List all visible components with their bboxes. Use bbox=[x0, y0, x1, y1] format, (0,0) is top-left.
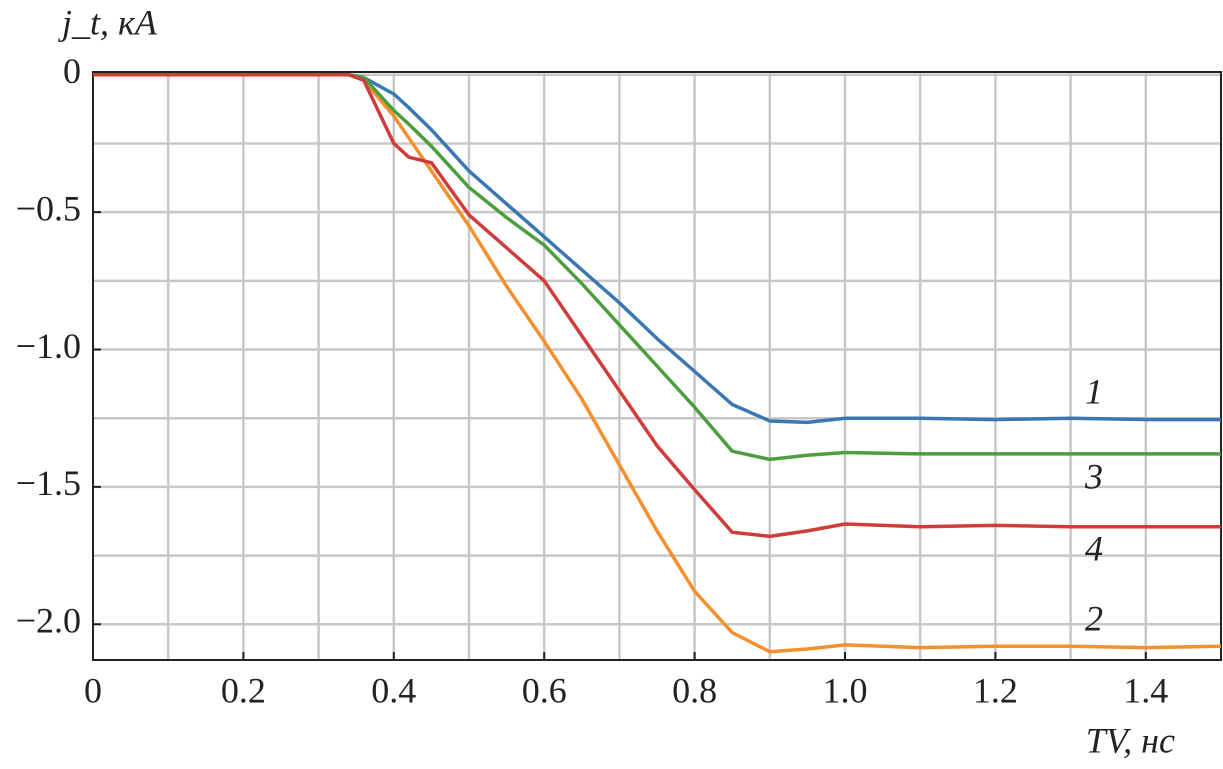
x-tick-label: 1.2 bbox=[973, 670, 1018, 710]
series-line bbox=[93, 72, 1221, 462]
x-tick-label: 0.8 bbox=[672, 670, 717, 710]
series-line bbox=[93, 72, 1222, 654]
series-label: 4 bbox=[1085, 528, 1103, 568]
y-tick-label: 0 bbox=[63, 51, 81, 91]
x-tick-label: 0.6 bbox=[522, 670, 567, 710]
series-label: 2 bbox=[1085, 598, 1103, 638]
series-line bbox=[93, 72, 1221, 425]
x-tick-label: 1.0 bbox=[823, 670, 868, 710]
x-tick-label: 0.2 bbox=[221, 670, 266, 710]
y-axis-label: j_t, кА bbox=[58, 2, 158, 42]
x-tick-label: 0.4 bbox=[371, 670, 416, 710]
series-line bbox=[93, 72, 1221, 539]
y-tick-label: −1.5 bbox=[16, 463, 81, 503]
y-tick-label: −2.0 bbox=[16, 601, 81, 641]
plot-frame bbox=[92, 71, 1222, 661]
y-tick-label: −1.0 bbox=[16, 326, 81, 366]
series-label: 3 bbox=[1084, 456, 1103, 496]
y-tick-label: −0.5 bbox=[16, 188, 81, 228]
x-tick-label: 1.4 bbox=[1123, 670, 1168, 710]
series-label: 1 bbox=[1085, 371, 1103, 411]
x-tick-label: 0 bbox=[84, 670, 102, 710]
x-axis-label: TV, нс bbox=[1086, 720, 1175, 760]
